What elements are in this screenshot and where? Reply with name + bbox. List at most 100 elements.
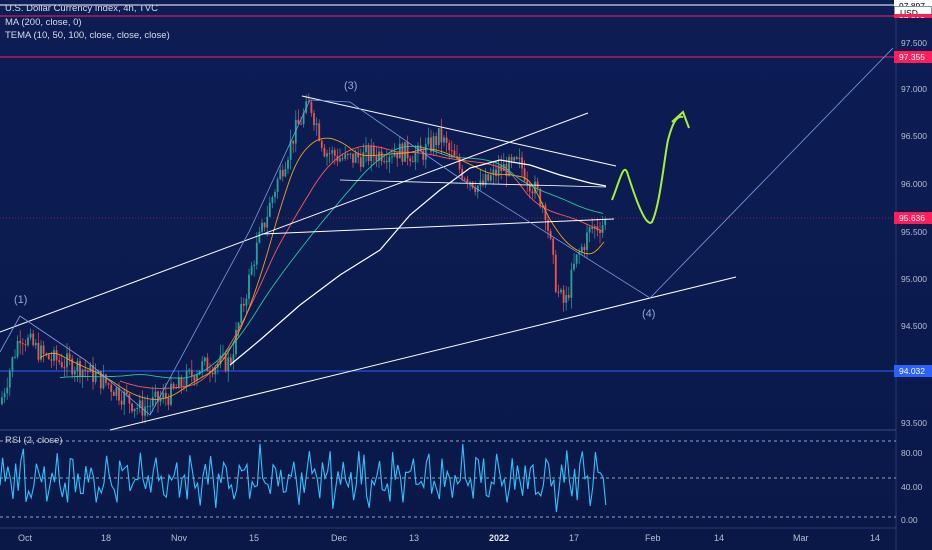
price-label-upper: 97.355 [894,51,932,63]
candle-body [73,371,76,375]
candle-body [245,298,248,306]
candle-body [131,403,133,412]
candle-body [141,400,144,416]
candle-body [37,342,40,360]
candle-body [253,264,256,267]
candle-body [188,369,191,371]
candle-body [513,157,516,161]
candle-body [68,353,71,359]
candle-body [89,364,92,373]
candle-body [422,151,425,160]
candle-body [495,169,497,176]
candle-body [414,152,417,163]
candle-body [297,119,300,124]
candle-body [120,400,123,405]
candle-body [105,374,107,384]
candle-body [138,400,141,408]
candle-body [380,151,383,162]
candle-body [601,225,604,233]
candle-body [435,136,438,146]
candle-body [263,222,266,228]
candle-body [289,140,292,160]
candle-body [222,353,224,356]
candle-body [292,140,295,144]
candle-body [375,156,378,161]
tema-line-red [119,145,604,389]
candle-body [549,230,552,239]
wave-label-4: (4) [642,308,656,320]
candle-body [157,391,159,402]
candle-body [258,231,261,243]
trendline-neckline [261,218,615,235]
candle-body [287,159,289,169]
candle-body [261,222,263,232]
candle-body [81,369,84,377]
candle-body [27,337,29,346]
candle-body [242,303,245,306]
candle-body [185,370,188,388]
x-label: Feb [645,533,661,543]
rsi-tick: 40.00 [901,482,923,492]
candle-body [118,387,120,401]
candle-body [248,274,250,299]
candle-body [328,153,331,155]
candle-body [162,392,165,399]
candle-body [229,357,232,364]
candle-body [193,376,196,381]
candle-body [440,128,443,143]
candle-body [305,101,308,113]
candle-body [385,160,388,163]
candle-body [469,181,471,184]
price-label-lower: 94.032 [894,365,932,377]
candle-body [396,152,399,159]
candle-body [352,153,354,163]
candle-body [318,123,321,141]
rsi-line [0,443,607,513]
candle-body [427,137,430,145]
wave-label-1: (1) [14,294,28,306]
candle-body [346,153,349,155]
y-tick: 95.000 [901,274,927,284]
candle-body [227,357,230,372]
symbol-title[interactable]: U.S. Dollar Currency Index, 4h, TVC [5,3,158,14]
tema-line-teal [59,145,604,379]
candle-body [115,387,118,396]
rsi-legend[interactable]: RSI (2, close) [5,435,63,446]
candle-body [32,333,35,346]
candle-body [411,161,414,163]
candle-body [565,294,568,303]
candle-body [177,377,180,389]
candle-body [110,384,113,392]
candle-body [159,398,162,402]
candle-body [539,188,542,207]
candle-body [508,157,510,177]
candle-body [214,367,217,375]
candle-body [53,350,55,361]
candle-body [123,391,126,405]
tema-legend[interactable]: TEMA (10, 50, 100, close, close, close) [5,30,170,41]
candle-body [76,360,79,372]
candle-body [586,232,588,251]
candle-body [167,397,170,405]
candle-body [94,373,97,382]
candle-body [562,289,565,303]
rsi-tick: 80.00 [901,448,923,458]
candle-body [357,153,360,158]
ma-200-line [229,159,607,366]
candle-body [362,152,365,167]
x-label: 2022 [489,533,510,543]
ma-legend[interactable]: MA (200, close, 0) [5,17,82,28]
y-tick: 94.500 [901,321,927,331]
candle-body [557,291,560,293]
candle-body [66,353,68,368]
trendline-lower-channel [109,276,737,431]
candle-body [203,357,206,362]
candle-body [55,350,58,361]
candle-body [300,123,302,125]
candle-body [466,179,469,184]
candle-body [42,345,45,354]
candle-body [502,164,505,172]
candle-body [97,371,100,374]
